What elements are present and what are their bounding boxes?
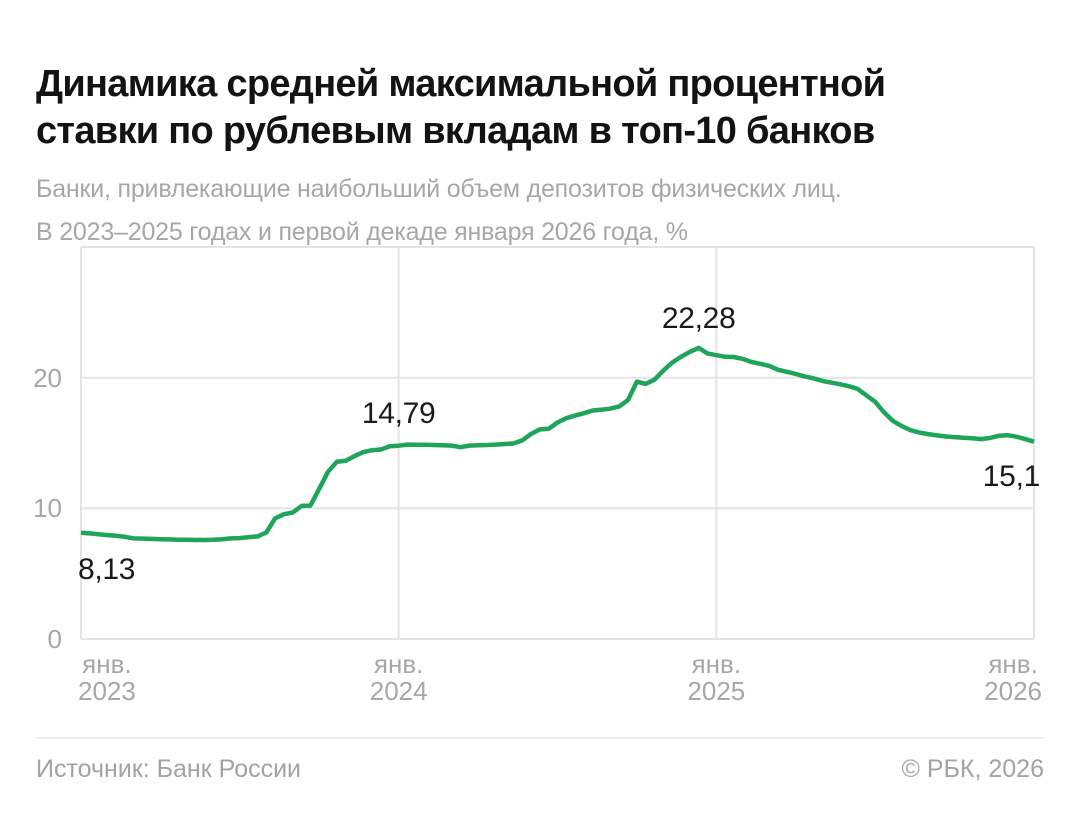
x-tick-month: янв. bbox=[691, 649, 742, 679]
x-tick-month: янв. bbox=[373, 649, 424, 679]
x-tick-year: 2026 bbox=[984, 676, 1042, 706]
chart-subtitle-line2: В 2023–2025 годах и первой декаде января… bbox=[36, 218, 688, 246]
x-tick-month: янв. bbox=[988, 649, 1038, 679]
x-tick-year: 2023 bbox=[78, 676, 136, 706]
source-label: Источник: Банк России bbox=[36, 755, 302, 783]
chart-title-line2: ставки по рублевым вкладам в топ-10 банк… bbox=[36, 110, 875, 153]
footer-divider bbox=[36, 737, 1044, 739]
x-tick-year: 2025 bbox=[687, 676, 746, 706]
copyright-label: © РБК, 2026 bbox=[901, 755, 1044, 783]
y-tick-label: 10 bbox=[33, 493, 62, 524]
chart-title-line1: Динамика средней максимальной процентной bbox=[36, 63, 886, 106]
data-label: 8,13 bbox=[78, 552, 136, 586]
x-tick-year: 2024 bbox=[369, 676, 428, 706]
data-label: 15,1 bbox=[982, 459, 1041, 493]
chart-canvas bbox=[80, 246, 1035, 640]
chart-subtitle: Банки, привлекающие наибольший объем деп… bbox=[36, 168, 1044, 254]
x-tick-label: янв. 2025 bbox=[687, 651, 745, 705]
footer: Источник: Банк России © РБК, 2026 bbox=[36, 754, 1044, 784]
y-tick-label: 20 bbox=[33, 362, 62, 393]
data-label: 22,28 bbox=[661, 301, 736, 335]
chart-subtitle-line1: Банки, привлекающие наибольший объем деп… bbox=[36, 175, 842, 203]
y-tick-label: 0 bbox=[47, 624, 62, 654]
x-tick-label: янв. 2024 bbox=[370, 651, 428, 705]
x-tick-label: янв. 2023 bbox=[78, 651, 136, 705]
chart-title: Динамика средней максимальной процентной… bbox=[36, 61, 1044, 155]
rate-line bbox=[80, 345, 1035, 543]
data-label: 14,79 bbox=[361, 396, 436, 430]
line-chart: 0 10 20 янв. 2023 янв. 2024 янв. 2025 янв. 2026 8,1… bbox=[0, 245, 1080, 715]
x-tick-month: янв. bbox=[82, 649, 132, 679]
x-tick-label: янв. 2026 bbox=[984, 651, 1042, 705]
